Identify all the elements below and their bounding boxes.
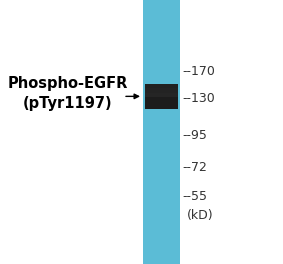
Text: --95: --95: [183, 129, 207, 143]
Bar: [143, 0, 180, 264]
Text: Phospho-EGFR: Phospho-EGFR: [8, 76, 128, 91]
Text: (kD): (kD): [186, 209, 213, 222]
Text: (pTyr1197): (pTyr1197): [23, 96, 113, 111]
Bar: [145, 84, 178, 109]
Text: --72: --72: [183, 161, 207, 174]
Text: --130: --130: [183, 92, 215, 106]
Bar: [145, 84, 178, 88]
Bar: [145, 88, 178, 93]
Text: --55: --55: [183, 190, 207, 203]
Bar: [145, 93, 178, 97]
Text: --170: --170: [183, 65, 215, 78]
